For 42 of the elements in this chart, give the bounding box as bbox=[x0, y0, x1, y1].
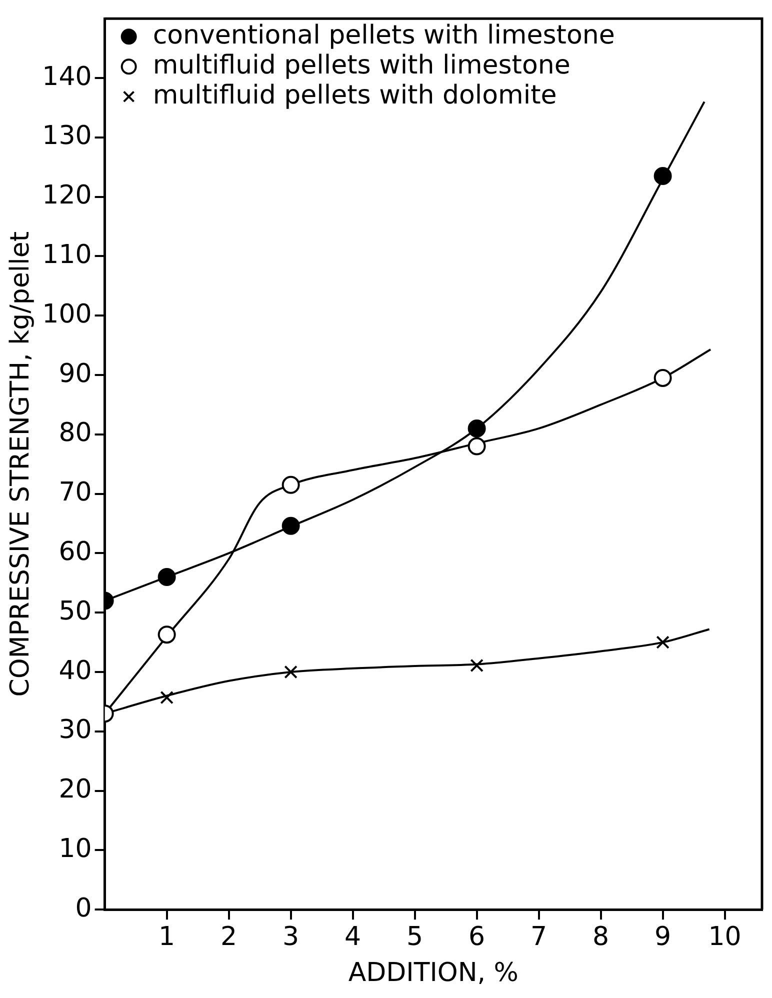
x-axis-title: ADDITION, % bbox=[348, 958, 519, 988]
y-tick-label: 20 bbox=[58, 774, 92, 805]
point bbox=[160, 690, 174, 704]
legend-label: conventional pellets with limestone bbox=[152, 20, 615, 50]
x-tick-label: 6 bbox=[468, 922, 486, 952]
point bbox=[654, 167, 672, 186]
x-tick-label: 9 bbox=[654, 922, 672, 952]
y-axis-title: COMPRESSIVE STRENGTH, kg/pellet bbox=[5, 231, 36, 697]
point bbox=[284, 665, 298, 679]
y-tick-label: 100 bbox=[42, 299, 92, 330]
y-tick-label: 50 bbox=[58, 596, 92, 626]
y-tick-label: 30 bbox=[58, 715, 92, 746]
point bbox=[656, 636, 670, 649]
x-tick-label: 2 bbox=[220, 922, 238, 952]
y-tick-label: 110 bbox=[42, 240, 92, 270]
point bbox=[470, 658, 484, 672]
point bbox=[468, 437, 486, 456]
y-tick-label: 80 bbox=[58, 418, 92, 448]
x-tick-label: 10 bbox=[708, 922, 742, 952]
y-tick-label: 0 bbox=[75, 893, 92, 924]
point bbox=[468, 419, 486, 438]
y-tick-label: 140 bbox=[42, 62, 92, 92]
point bbox=[158, 568, 176, 586]
point bbox=[158, 626, 176, 644]
y-tick-label: 60 bbox=[58, 536, 92, 567]
point bbox=[654, 368, 672, 387]
x-tick-label: 7 bbox=[530, 922, 548, 952]
y-tick-label: 40 bbox=[58, 656, 92, 686]
x-tick-label: 1 bbox=[158, 922, 176, 952]
x-tick-label: 8 bbox=[592, 922, 610, 952]
y-tick-label: 130 bbox=[42, 121, 92, 152]
point bbox=[282, 516, 300, 535]
y-tick-label: 70 bbox=[58, 478, 92, 508]
y-tick-label: 90 bbox=[58, 358, 92, 389]
y-tick-label: 10 bbox=[58, 834, 92, 864]
x-tick-label: 5 bbox=[406, 922, 424, 952]
legend-label: multifluid pellets with dolomite bbox=[152, 80, 557, 110]
x-tick-label: 4 bbox=[344, 922, 362, 952]
point bbox=[282, 476, 300, 494]
x-tick-label: 3 bbox=[282, 922, 300, 952]
y-tick-label: 120 bbox=[42, 180, 92, 211]
legend-label: multifluid pellets with limestone bbox=[152, 50, 570, 80]
